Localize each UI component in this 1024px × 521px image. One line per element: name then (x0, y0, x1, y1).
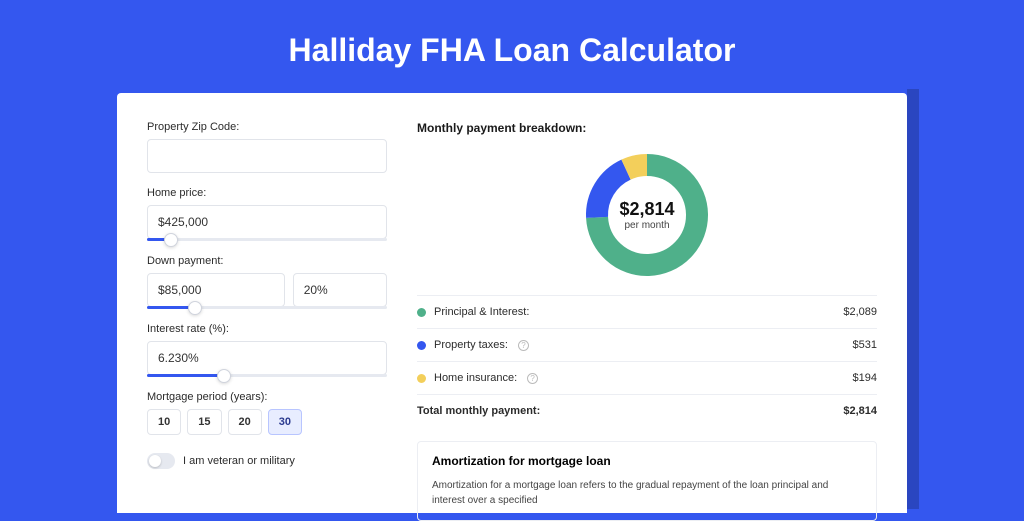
donut-chart: $2,814 per month (417, 145, 877, 295)
down-payment-pct-input[interactable] (293, 273, 387, 307)
interest-rate-label: Interest rate (%): (147, 323, 387, 335)
down-payment-label: Down payment: (147, 255, 387, 267)
period-btn-15[interactable]: 15 (187, 409, 221, 435)
mortgage-period-label: Mortgage period (years): (147, 391, 387, 403)
breakdown-column: Monthly payment breakdown: $2,814 per mo… (417, 121, 877, 513)
total-label: Total monthly payment: (417, 405, 540, 417)
veteran-label: I am veteran or military (183, 455, 295, 467)
amortization-title: Amortization for mortgage loan (432, 454, 862, 468)
zip-input[interactable] (147, 139, 387, 173)
breakdown-row: Property taxes:? $531 (417, 329, 877, 362)
breakdown-value: $194 (853, 372, 877, 384)
donut-sub: per month (624, 220, 669, 231)
page-title: Halliday FHA Loan Calculator (0, 0, 1024, 93)
interest-rate-input[interactable] (147, 341, 387, 375)
breakdown-label: Principal & Interest: (434, 306, 529, 318)
breakdown-total-row: Total monthly payment: $2,814 (417, 395, 877, 427)
help-icon[interactable]: ? (527, 373, 538, 384)
legend-dot (417, 308, 426, 317)
period-btn-10[interactable]: 10 (147, 409, 181, 435)
home-price-input[interactable] (147, 205, 387, 239)
period-btn-20[interactable]: 20 (228, 409, 262, 435)
calculator-card: Property Zip Code: Home price: Down paym… (117, 93, 907, 513)
breakdown-label: Home insurance: (434, 372, 517, 384)
zip-label: Property Zip Code: (147, 121, 387, 133)
home-price-label: Home price: (147, 187, 387, 199)
breakdown-value: $2,089 (843, 306, 877, 318)
veteran-toggle[interactable] (147, 453, 175, 469)
veteran-row: I am veteran or military (147, 453, 387, 469)
help-icon[interactable]: ? (518, 340, 529, 351)
interest-rate-slider[interactable] (147, 374, 387, 377)
breakdown-row: Home insurance:? $194 (417, 362, 877, 395)
period-btn-30[interactable]: 30 (268, 409, 302, 435)
mortgage-period-group: 1015 2030 (147, 409, 387, 435)
legend-dot (417, 341, 426, 350)
breakdown-value: $531 (853, 339, 877, 351)
form-column: Property Zip Code: Home price: Down paym… (147, 121, 387, 513)
down-payment-slider[interactable] (147, 306, 387, 309)
breakdown-label: Property taxes: (434, 339, 508, 351)
amortization-text: Amortization for a mortgage loan refers … (432, 478, 862, 508)
breakdown-title: Monthly payment breakdown: (417, 121, 877, 135)
breakdown-list: Principal & Interest: $2,089 Property taxe… (417, 295, 877, 427)
home-price-slider[interactable] (147, 238, 387, 241)
breakdown-row: Principal & Interest: $2,089 (417, 296, 877, 329)
donut-amount: $2,814 (619, 199, 674, 220)
legend-dot (417, 374, 426, 383)
down-payment-input[interactable] (147, 273, 285, 307)
amortization-card: Amortization for mortgage loan Amortizat… (417, 441, 877, 521)
total-value: $2,814 (843, 405, 877, 417)
